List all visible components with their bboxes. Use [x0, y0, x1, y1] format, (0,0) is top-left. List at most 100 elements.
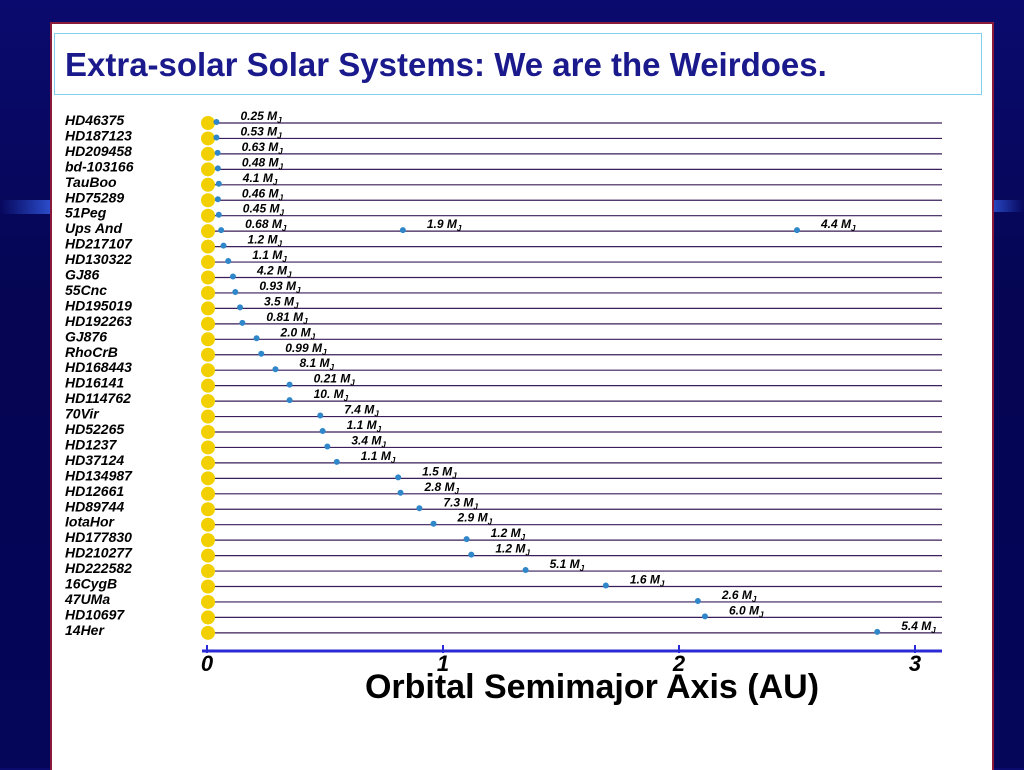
- star-label: HD12661: [65, 483, 124, 499]
- planet-mass-label: 1.9 MJ: [427, 217, 462, 233]
- star-label: HD177830: [65, 529, 132, 545]
- planet-point: [214, 165, 221, 172]
- planet-point: [430, 520, 437, 527]
- star-label: HD130322: [65, 251, 132, 267]
- sun-marker: [201, 409, 215, 424]
- planet-mass-label: 5.1 MJ: [550, 557, 585, 573]
- x-tick-label: 3: [909, 651, 921, 676]
- planet-point: [214, 149, 221, 156]
- star-label: HD210277: [65, 545, 133, 561]
- star-label: 14Her: [65, 622, 105, 638]
- planet-mass-label: 2.9 MJ: [457, 511, 493, 527]
- planet-mass-label: 0.68 MJ: [245, 217, 287, 233]
- sun-marker: [201, 193, 215, 208]
- planet-mass-label: 0.99 MJ: [285, 341, 327, 357]
- planet-point: [286, 381, 293, 388]
- sun-marker: [201, 224, 215, 239]
- planet-mass-label: 6.0 MJ: [729, 603, 764, 619]
- sun-marker: [201, 239, 215, 254]
- planet-mass-label: 7.4 MJ: [344, 403, 379, 419]
- sun-marker: [201, 347, 215, 362]
- sun-marker: [201, 502, 215, 517]
- star-label: 55Cnc: [65, 282, 107, 298]
- planet-point: [286, 397, 293, 404]
- planet-point: [794, 227, 800, 234]
- planet-mass-label: 1.1 MJ: [361, 449, 396, 465]
- sun-marker: [201, 625, 215, 640]
- planet-mass-label: 0.93 MJ: [259, 279, 301, 295]
- planet-point: [395, 474, 402, 481]
- planet-mass-label: 2.0 MJ: [280, 325, 316, 341]
- sun-marker: [201, 425, 215, 439]
- planet-mass-label: 0.46 MJ: [242, 186, 284, 202]
- planet-mass-label: 7.3 MJ: [443, 495, 478, 511]
- star-label: HD209458: [65, 143, 132, 159]
- star-label: 70Vir: [65, 406, 100, 422]
- planet-point: [463, 536, 470, 543]
- planet-mass-label: 1.2 MJ: [495, 542, 530, 558]
- planet-point: [220, 242, 227, 249]
- planet-point: [229, 273, 236, 280]
- sun-marker: [201, 471, 215, 486]
- background-accent-right: [984, 200, 1024, 212]
- sun-marker: [201, 455, 215, 470]
- planet-point: [522, 567, 529, 574]
- star-label: HD89744: [65, 498, 124, 514]
- sun-marker: [201, 208, 215, 223]
- sun-marker: [201, 146, 215, 161]
- planet-mass-label: 8.1 MJ: [299, 356, 334, 372]
- sun-marker: [201, 594, 215, 609]
- sun-marker: [201, 301, 215, 316]
- planet-mass-label: 0.48 MJ: [242, 155, 284, 171]
- sun-marker: [201, 378, 215, 393]
- planet-mass-label: 2.8 MJ: [424, 480, 460, 496]
- star-label: HD134987: [65, 467, 133, 483]
- planet-point: [237, 304, 244, 311]
- star-label: HD1237: [65, 436, 118, 452]
- planet-mass-label: 0.53 MJ: [240, 124, 282, 140]
- planet-point: [416, 505, 423, 512]
- planet-point: [468, 551, 475, 558]
- planet-point: [214, 196, 221, 203]
- planet-mass-label: 1.1 MJ: [347, 418, 382, 434]
- planet-point: [701, 613, 708, 620]
- planet-point: [239, 319, 246, 326]
- planet-point: [232, 288, 239, 295]
- star-label: bd-103166: [65, 158, 134, 174]
- planet-mass-label: 10. MJ: [314, 387, 349, 403]
- sun-marker: [201, 332, 215, 347]
- planet-mass-label: 1.2 MJ: [491, 526, 526, 542]
- star-label: 47UMa: [64, 591, 110, 607]
- planet-point: [218, 227, 225, 234]
- planet-point: [399, 227, 406, 234]
- sun-marker: [201, 548, 215, 563]
- planet-point: [317, 412, 324, 419]
- planet-mass-label: 1.6 MJ: [630, 573, 665, 589]
- star-label: HD217107: [65, 236, 133, 252]
- sun-marker: [201, 177, 215, 192]
- x-axis-title: Orbital Semimajor Axis (AU): [365, 668, 819, 706]
- sun-marker: [201, 486, 215, 501]
- sun-marker: [201, 255, 215, 270]
- planet-point: [215, 211, 222, 218]
- star-label: HD192263: [65, 313, 132, 329]
- planet-mass-label: 0.25 MJ: [240, 109, 282, 125]
- planet-point: [874, 628, 881, 635]
- star-label: HD114762: [65, 390, 131, 406]
- sun-marker: [201, 517, 215, 532]
- star-label: TauBoo: [65, 174, 117, 190]
- title-box: Extra-solar Solar Systems: We are the We…: [54, 33, 982, 95]
- planet-point: [225, 258, 232, 265]
- planet-mass-label: 0.21 MJ: [314, 372, 356, 388]
- slide-title: Extra-solar Solar Systems: We are the We…: [65, 46, 827, 83]
- sun-marker: [201, 285, 215, 300]
- star-label: HD75289: [65, 189, 124, 205]
- planet-point: [319, 428, 326, 434]
- sun-marker: [201, 533, 215, 548]
- planet-mass-label: 4.2 MJ: [256, 264, 292, 280]
- planet-mass-label: 2.6 MJ: [721, 588, 757, 604]
- sun-marker: [201, 579, 215, 594]
- sun-marker: [201, 116, 215, 130]
- sun-marker: [201, 440, 215, 455]
